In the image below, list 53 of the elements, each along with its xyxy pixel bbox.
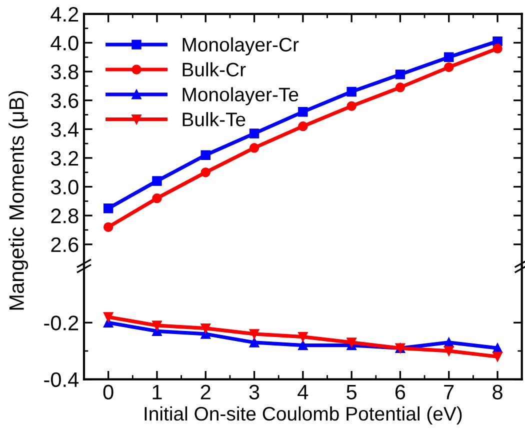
point — [346, 338, 356, 348]
y-tick-label: 4.0 — [50, 36, 78, 51]
legend-label: Monolayer-Cr — [182, 37, 299, 56]
x-tick-label: 3 — [249, 384, 260, 400]
x-tick-label: 7 — [444, 384, 454, 400]
point — [152, 193, 162, 204]
x-tick-label: 8 — [492, 384, 502, 400]
x-tick-label: 2 — [200, 384, 210, 400]
point — [444, 346, 454, 356]
point — [346, 101, 356, 111]
x-axis-title: Initial On-site Coulomb Potential (eV) — [144, 406, 462, 424]
point — [249, 128, 260, 138]
y-tick-label: 4.2 — [50, 6, 78, 22]
x-tick-label: 5 — [346, 384, 356, 400]
y-tick-label: 2.8 — [51, 208, 78, 224]
point — [444, 62, 454, 72]
legend-label: Bulk-Cr — [182, 62, 246, 76]
point — [152, 320, 162, 330]
point — [444, 52, 454, 62]
y-tick-label: -0.2 — [44, 316, 78, 330]
point — [395, 70, 406, 80]
y-tick-label: -0.4 — [44, 372, 79, 388]
point — [492, 44, 502, 54]
x-tick-label: 4 — [298, 384, 308, 400]
point — [249, 143, 260, 153]
point — [492, 352, 502, 362]
y-axis-title: Mangetic Moments (μB) — [8, 91, 28, 310]
point — [103, 203, 114, 214]
point — [249, 338, 260, 348]
point — [200, 150, 210, 160]
point — [298, 107, 308, 117]
y-tick-label: 2.6 — [51, 237, 78, 252]
y-tick-label: 3.4 — [50, 122, 79, 137]
point — [103, 312, 114, 322]
y-tick-label: 3.2 — [50, 150, 78, 166]
x-tick-label: 0 — [103, 384, 114, 400]
point — [152, 176, 162, 186]
point — [298, 340, 308, 350]
point — [249, 329, 260, 339]
point — [298, 121, 308, 132]
point — [298, 332, 308, 342]
point — [103, 222, 114, 232]
x-tick-label: 1 — [152, 384, 162, 400]
legend-label: Monolayer-Te — [182, 87, 298, 106]
y-tick-label: 3.6 — [50, 93, 78, 108]
y-tick-label: 3.8 — [50, 64, 78, 80]
point — [200, 167, 210, 178]
point — [200, 323, 210, 334]
legend-label: Bulk-Te — [182, 112, 246, 126]
point — [346, 86, 356, 97]
y-tick-label: 3.0 — [50, 180, 78, 195]
point — [395, 82, 406, 92]
x-tick-label: 6 — [395, 384, 406, 400]
